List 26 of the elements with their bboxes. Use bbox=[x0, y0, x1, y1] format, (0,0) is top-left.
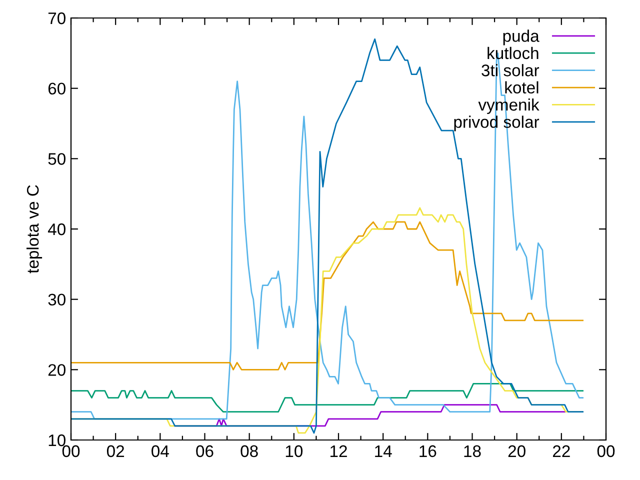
x-tick-label: 00 bbox=[597, 445, 615, 458]
y-tick-label: 30 bbox=[48, 294, 66, 306]
legend-label: puda bbox=[503, 30, 540, 46]
legend-label: kutloch bbox=[488, 46, 538, 60]
y-tick-label: 60 bbox=[48, 82, 66, 95]
x-tick-label: 04 bbox=[152, 445, 169, 458]
x-tick-label: 12 bbox=[330, 445, 347, 457]
x-tick-label: 20 bbox=[508, 445, 526, 458]
x-tick-label: 16 bbox=[420, 445, 436, 458]
y-tick-label: 20 bbox=[48, 364, 66, 376]
line-series bbox=[71, 221, 584, 370]
x-tick-label: 00 bbox=[62, 445, 80, 458]
x-tick-label: 08 bbox=[240, 445, 258, 458]
x-tick-label: 22 bbox=[552, 445, 570, 457]
x-tick-label: 10 bbox=[286, 445, 303, 458]
x-tick-label: 06 bbox=[196, 445, 214, 458]
x-tick-label: 14 bbox=[375, 445, 392, 457]
y-tick-label: 40 bbox=[48, 223, 66, 236]
line-series bbox=[71, 383, 584, 413]
x-tick-label: 18 bbox=[464, 445, 481, 458]
x-tick-label: 02 bbox=[106, 445, 124, 458]
y-tick-label: 50 bbox=[48, 153, 66, 165]
y-axis-title: teplota ve C bbox=[26, 185, 42, 274]
y-tick-label: 70 bbox=[48, 12, 66, 24]
y-tick-label: 10 bbox=[48, 434, 66, 446]
legend-label: kotel bbox=[505, 81, 538, 94]
